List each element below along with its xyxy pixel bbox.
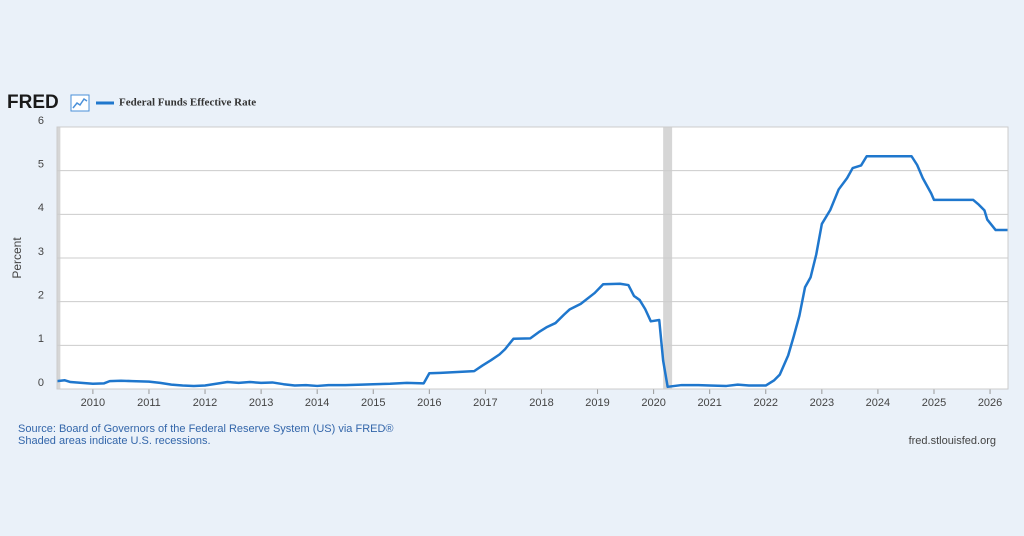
y-tick-label: 5 — [38, 159, 44, 171]
x-tick-label: 2016 — [417, 397, 441, 409]
recession-note: Shaded areas indicate U.S. recessions. — [18, 435, 211, 447]
y-tick-label: 4 — [38, 202, 44, 214]
x-tick-label: 2018 — [529, 397, 553, 409]
logo-icon — [70, 94, 90, 112]
x-tick-label: 2015 — [361, 397, 385, 409]
y-tick-label: 6 — [38, 115, 44, 127]
x-tick-label: 2017 — [473, 397, 497, 409]
source-note: Source: Board of Governors of the Federa… — [18, 423, 394, 435]
x-tick-label: 2026 — [978, 397, 1002, 409]
series-line — [56, 155, 1008, 389]
x-tick-label: 2014 — [305, 397, 329, 409]
x-tick-label: 2011 — [137, 397, 161, 409]
x-tick-label: 2019 — [585, 397, 609, 409]
x-tick-label: 2021 — [697, 397, 721, 409]
y-tick-label: 2 — [38, 290, 44, 302]
y-tick-label: 3 — [38, 246, 44, 258]
x-tick-label: 2023 — [810, 397, 834, 409]
y-tick-label: 1 — [38, 333, 44, 345]
x-tick-label: 2020 — [641, 397, 665, 409]
plot-frame — [56, 126, 1009, 390]
x-tick-label: 2012 — [193, 397, 217, 409]
x-tick-label: 2025 — [922, 397, 946, 409]
logo: FRED — [7, 92, 59, 113]
site-url: fred.stlouisfed.org — [909, 435, 996, 447]
legend-label: Federal Funds Effective Rate — [119, 97, 256, 109]
x-tick-label: 2022 — [754, 397, 778, 409]
recession-band — [57, 127, 61, 389]
x-tick-label: 2010 — [81, 397, 105, 409]
y-tick-label: 0 — [38, 377, 44, 389]
y-axis-label: Percent — [10, 237, 24, 279]
x-tick-label: 2024 — [866, 397, 890, 409]
x-tick-label: 2013 — [249, 397, 273, 409]
